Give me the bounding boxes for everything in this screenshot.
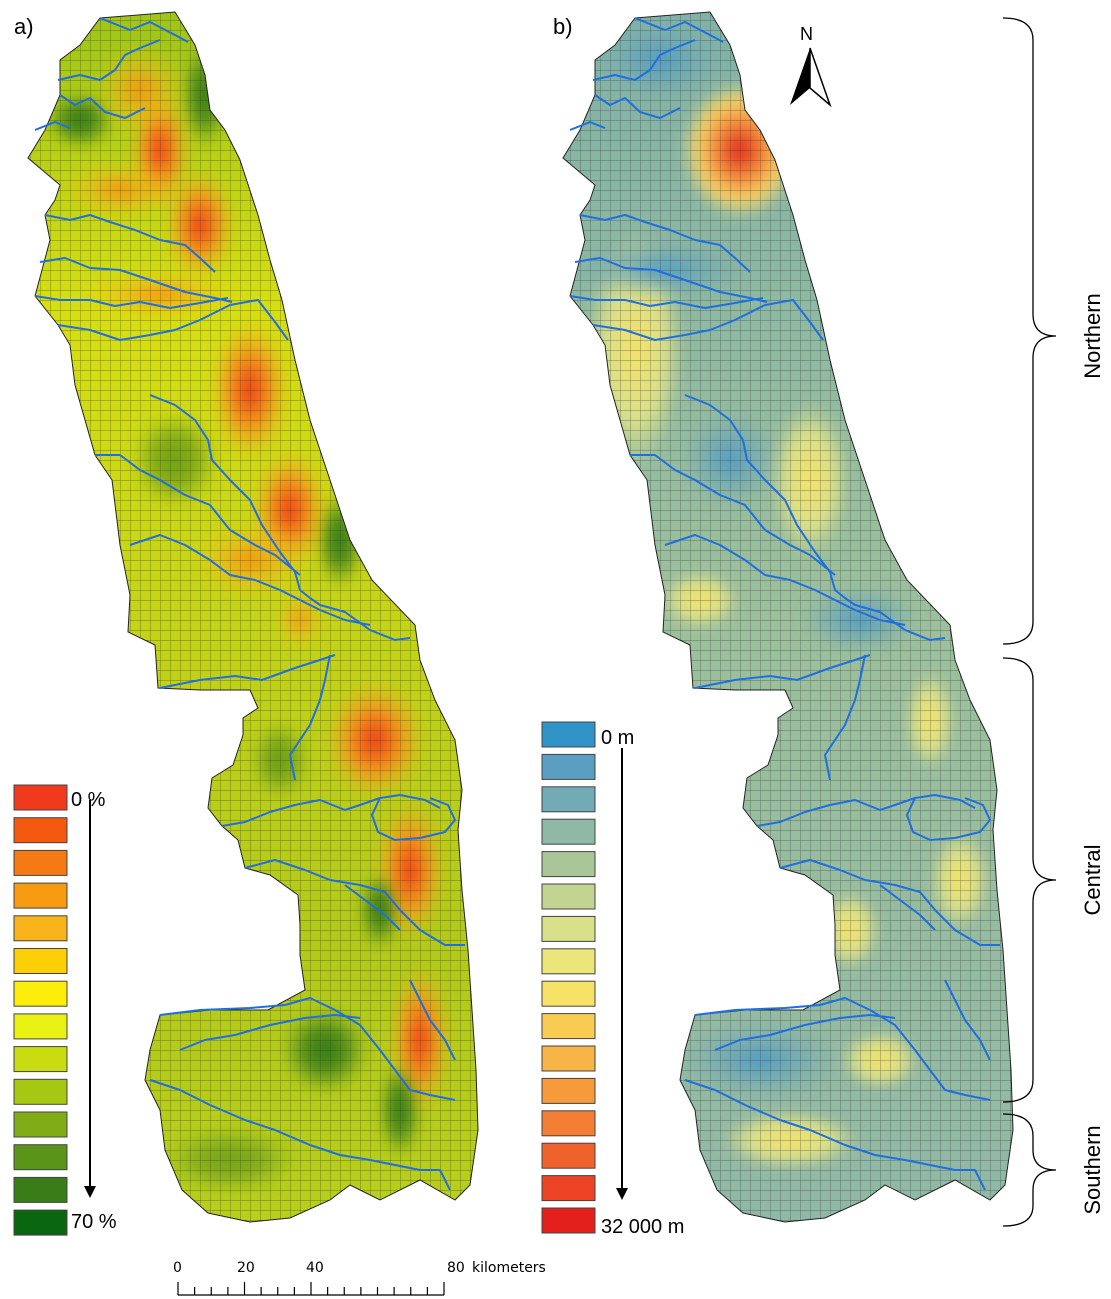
panel-b-legend <box>541 721 596 1234</box>
scale-tick-0: 0 <box>173 1260 182 1276</box>
panel-b-legend-swatch-7 <box>541 948 596 975</box>
panel-a-legend-swatch-1 <box>13 817 68 844</box>
panel-b-legend-swatch-3 <box>541 818 596 845</box>
scale-tick-20: 20 <box>237 1260 255 1276</box>
region-braces <box>1002 17 1057 1227</box>
panel-a-legend <box>13 784 68 1236</box>
panel-a-legend-swatch-4 <box>13 915 68 942</box>
panel-b-legend-max: 32 000 m <box>601 1216 684 1238</box>
panel-b-legend-swatch-8 <box>541 980 596 1007</box>
panel-a-legend-swatch-12 <box>13 1176 68 1203</box>
panel-a-map <box>27 11 479 1223</box>
panel-a-legend-swatch-0 <box>13 784 68 811</box>
region-label-northern: Northern <box>1080 293 1105 379</box>
panel-b-legend-swatch-15 <box>541 1207 596 1234</box>
brace-central <box>1002 657 1057 1103</box>
panel-a-legend-swatch-11 <box>13 1144 68 1171</box>
panel-b-legend-swatch-0 <box>541 721 596 748</box>
panel-b-legend-swatch-5 <box>541 883 596 910</box>
brace-northern <box>1002 17 1057 645</box>
north-arrow-icon <box>790 47 832 108</box>
scale-tick-80: 80 <box>447 1260 465 1276</box>
panel-b-label: b) <box>553 14 573 39</box>
panel-b-legend-swatch-9 <box>541 1013 596 1040</box>
panel-b-legend-swatch-11 <box>541 1077 596 1104</box>
panel-b-legend-swatch-10 <box>541 1045 596 1072</box>
panel-a-legend-swatch-6 <box>13 980 68 1007</box>
panel-b-legend-swatch-6 <box>541 915 596 942</box>
panel-a-legend-swatch-9 <box>13 1078 68 1105</box>
region-label-southern: Southern <box>1080 1125 1105 1214</box>
panel-a-legend-swatch-3 <box>13 882 68 909</box>
panel-b-legend-swatch-2 <box>541 786 596 813</box>
panel-a-legend-swatch-7 <box>13 1013 68 1040</box>
panel-b-legend-swatch-1 <box>541 753 596 780</box>
panel-a-legend-swatch-2 <box>13 849 68 876</box>
panel-b-legend-swatch-4 <box>541 851 596 878</box>
panel-b-legend-swatch-14 <box>541 1175 596 1202</box>
panel-a-legend-swatch-10 <box>13 1111 68 1138</box>
panel-b-legend-swatch-13 <box>541 1142 596 1169</box>
panel-a-legend-swatch-8 <box>13 1046 68 1073</box>
panel-b-legend-arrowhead <box>616 1188 628 1200</box>
panel-a-legend-arrowhead <box>84 1186 96 1198</box>
scale-bar <box>177 1282 445 1296</box>
panel-b-legend-min: 0 m <box>601 727 634 749</box>
panel-a-label: a) <box>14 14 34 39</box>
panel-a-legend-min: 0 % <box>71 789 106 811</box>
scale-unit: kilometers <box>472 1260 546 1276</box>
panel-a-legend-max: 70 % <box>71 1211 117 1233</box>
north-arrow-label: N <box>800 24 813 44</box>
brace-southern <box>1002 1113 1057 1227</box>
scale-tick-40: 40 <box>306 1260 324 1276</box>
panel-a-legend-swatch-13 <box>13 1209 68 1236</box>
region-label-central: Central <box>1080 845 1105 916</box>
panel-b-map <box>562 11 1014 1223</box>
panel-b-legend-swatch-12 <box>541 1110 596 1137</box>
panel-a-legend-swatch-5 <box>13 948 68 974</box>
